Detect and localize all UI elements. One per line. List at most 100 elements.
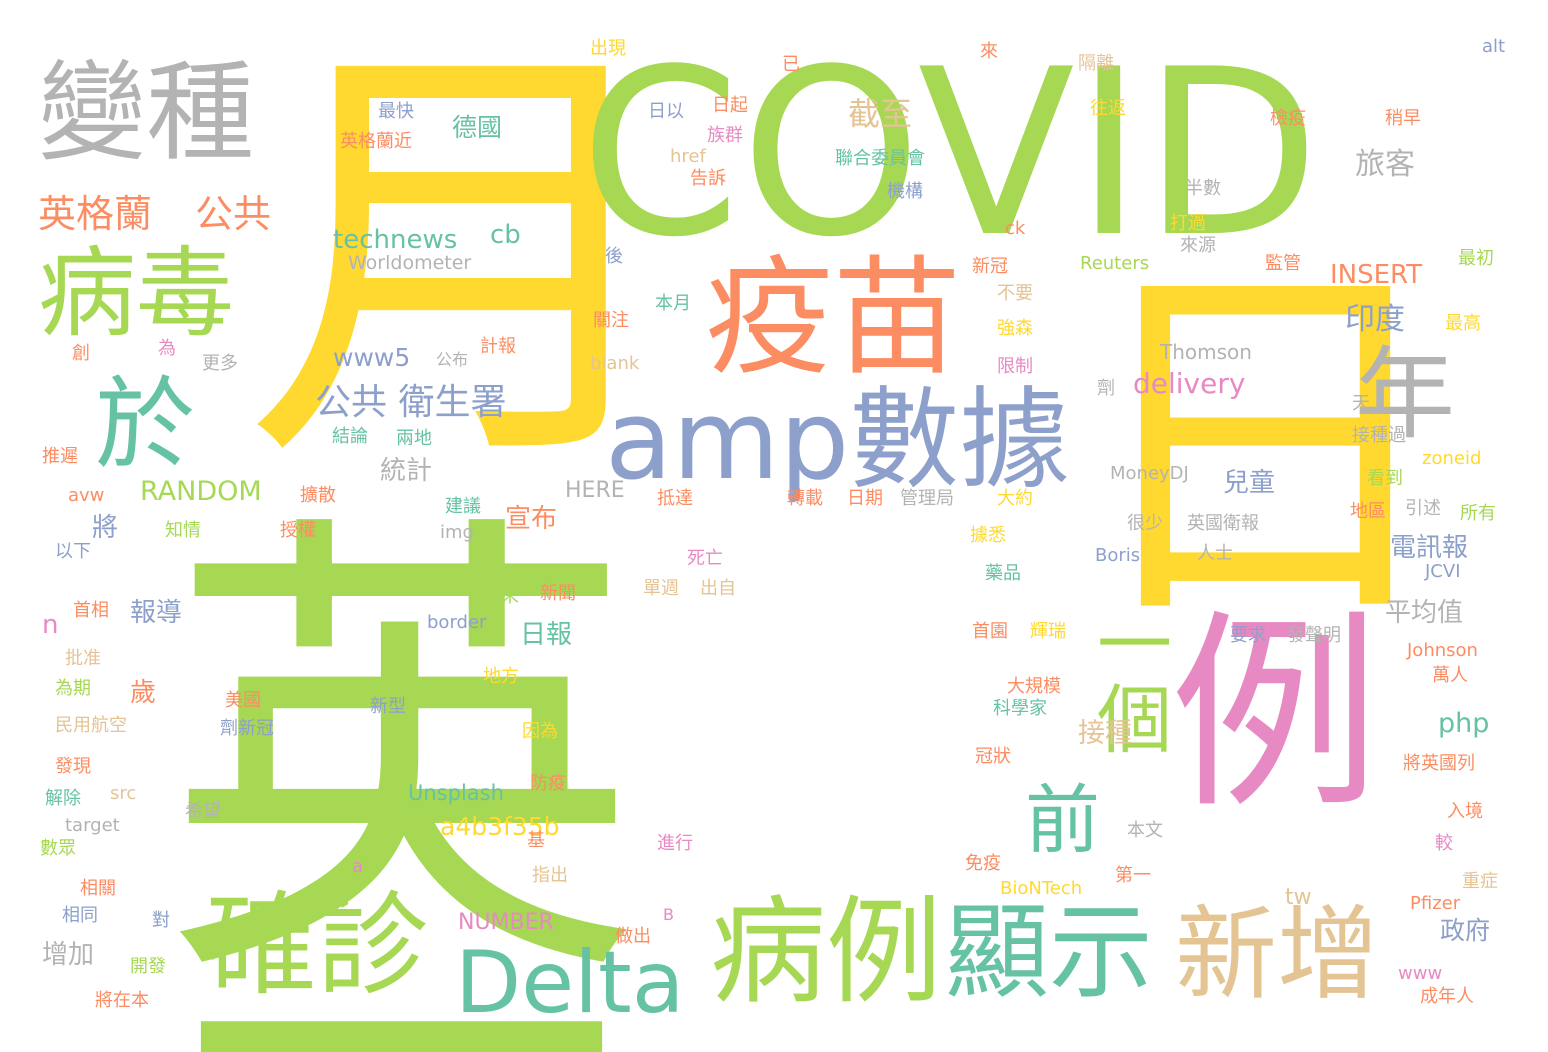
word-all: 所有: [1460, 503, 1496, 524]
word-day: 日: [1009, 245, 1452, 625]
word-fastest: 最快: [378, 101, 414, 122]
word-www: www: [1398, 963, 1443, 984]
word-target: target: [65, 815, 120, 836]
word-avw: avw: [68, 485, 105, 506]
word-related: 相關: [80, 878, 116, 899]
word-johnson: Johnson: [1407, 640, 1478, 661]
word-dose: 劑: [1097, 378, 1115, 399]
word-vaccinate: 接種: [1078, 718, 1132, 749]
word-publish: 公布: [436, 350, 469, 369]
word-for: 為: [158, 338, 176, 359]
word-virus: 病毒: [38, 237, 235, 351]
word-postpone: 推遲: [42, 446, 78, 467]
word-tell: 告訴: [690, 168, 726, 189]
word-come: 來: [980, 41, 998, 62]
word-ten-thousand: 萬人: [1432, 665, 1468, 686]
word-make: 做出: [615, 926, 651, 947]
word-pfizer-cn: 輝瑞: [1030, 621, 1066, 642]
word-uk-daily: 英國衛報: [1187, 513, 1259, 534]
word-one: 一個: [1084, 605, 1172, 755]
word-new-add: 新增: [1175, 896, 1379, 1015]
word-blank: blank: [590, 353, 640, 374]
word-age: 歲: [130, 678, 157, 708]
word-amp-data: amp數據: [605, 376, 1070, 504]
word-will-be: 將在本: [95, 990, 149, 1011]
word-cases: 病例: [710, 885, 942, 1020]
word-href: href: [670, 146, 706, 167]
word-supervise: 監管: [1265, 253, 1301, 274]
word-first: 第一: [1115, 865, 1151, 886]
word-scientist: 科學家: [993, 698, 1047, 719]
word-news: 新聞: [540, 583, 576, 604]
word-two-places: 兩地: [396, 428, 432, 449]
word-src: src: [110, 783, 137, 804]
word-boris: Boris: [1095, 545, 1141, 566]
word-obituary: 計報: [480, 336, 516, 357]
word-round-trip: 往返: [1090, 98, 1126, 119]
word-at: 於: [95, 366, 195, 483]
word-day-start: 日起: [712, 95, 748, 116]
word-ck: ck: [1005, 218, 1026, 239]
word-moneydj: MoneyDJ: [1110, 463, 1189, 484]
word-below: 以下: [55, 541, 91, 562]
word-government: 政府: [1440, 916, 1491, 945]
word-public-health: 公共 衛生署: [315, 382, 507, 423]
word-here: HERE: [565, 478, 625, 503]
word-point-out: 指出: [532, 865, 568, 886]
word-daily: 日報: [520, 620, 573, 650]
word-year: 年: [1355, 336, 1455, 453]
word-had: 打過: [1170, 213, 1206, 234]
word-region: 地區: [1350, 501, 1386, 522]
word-dont-want: 不要: [997, 283, 1033, 304]
word-worldometer: Worldometer: [348, 252, 472, 274]
word-jcvi: JCVI: [1425, 561, 1461, 582]
word-hash: a4b3f35b: [440, 812, 560, 841]
word-isolation: 隔離: [1078, 53, 1114, 74]
word-create: 創: [72, 343, 90, 364]
word-to: 對: [152, 910, 170, 931]
word-average: 平均值: [1385, 598, 1464, 628]
word-source: 來源: [1180, 235, 1216, 256]
word-arrive: 抵達: [657, 488, 693, 509]
word-from: 出自: [700, 578, 736, 599]
word-delivery: delivery: [1133, 367, 1246, 400]
word-php: php: [1438, 708, 1490, 739]
word-will: 將: [92, 513, 119, 543]
word-highest: 最高: [1445, 313, 1481, 334]
word-administration: 管理局: [900, 488, 954, 509]
word-n: n: [42, 610, 59, 640]
word-already: 已: [782, 54, 800, 75]
word-ethnic: 族群: [707, 125, 743, 146]
word-case: 例: [1170, 592, 1381, 837]
word-base: 基: [527, 830, 545, 851]
word-first-case: 首園: [972, 621, 1008, 642]
word-adult: 成年人: [1420, 986, 1474, 1007]
word-joint-committee: 聯合委員會: [835, 148, 925, 169]
word-see: 看到: [1367, 468, 1403, 489]
word-civil-aviation: 民用航空: [55, 715, 127, 736]
word-usa: 美國: [225, 690, 261, 711]
word-reportedly: 據悉: [970, 525, 1006, 546]
word-earlier: 稍早: [1385, 108, 1421, 129]
word-variant: 變種: [38, 51, 255, 176]
word-children: 兒童: [1223, 468, 1276, 498]
word-sky: 天: [1352, 393, 1370, 414]
word-invent: 發聲明: [1287, 625, 1341, 646]
word-show: 顯示: [945, 891, 1154, 1013]
word-few: 很少: [1127, 513, 1163, 534]
word-zoneid: zoneid: [1422, 448, 1482, 469]
word-cutoff: 截至: [848, 95, 913, 133]
word-after: 後: [605, 246, 623, 267]
word-discover: 發現: [55, 756, 91, 777]
word-large-scale: 大規模: [1007, 676, 1061, 697]
word-vaccinated: 接種過: [1352, 425, 1406, 446]
word-this-article: 本文: [1127, 820, 1163, 841]
word-authorize: 授權: [280, 520, 316, 541]
word-new-type: 新型: [370, 696, 406, 717]
word-quarantine: 檢疫: [1270, 108, 1306, 129]
word-hope: 希望: [185, 801, 221, 822]
word-india: 印度: [1345, 302, 1405, 337]
word-more: 更多: [202, 353, 238, 374]
word-develop: 開發: [130, 956, 166, 977]
